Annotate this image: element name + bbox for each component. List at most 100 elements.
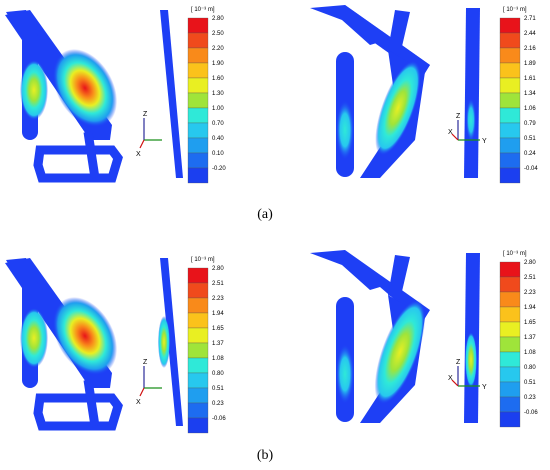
legend-swatch xyxy=(187,137,209,154)
legend-swatch xyxy=(187,17,209,34)
legend-tick-label: 0.51 xyxy=(524,136,536,142)
axis-label-z: Z xyxy=(143,359,148,366)
legend-tick-label: 1.65 xyxy=(212,326,224,332)
legend-swatch xyxy=(499,152,521,169)
legend-swatch xyxy=(187,357,209,374)
legend-tick-label: 1.06 xyxy=(524,106,536,112)
legend-swatch xyxy=(499,351,521,368)
legend-swatch xyxy=(499,396,521,413)
legend-swatch xyxy=(187,107,209,124)
axis-label-x: X xyxy=(136,399,141,406)
legend-swatch xyxy=(499,122,521,139)
color-legend: [ 10⁻³ m] 2.80 2.51 2.23 1.94 1.65 1.37 1.08 0.8… xyxy=(499,251,538,428)
legend-tick-label: 2.51 xyxy=(212,281,224,287)
legend-tick-label: 0.80 xyxy=(524,365,536,371)
axis-triad-a-left: Z X xyxy=(136,111,162,158)
legend-swatch xyxy=(499,291,521,308)
legend-swatch xyxy=(499,411,521,428)
legend-tick-label: 2.80 xyxy=(212,266,224,272)
color-legend: [ 10⁻³ m] 2.71 2.44 2.16 1.89 1.61 1.34 1.06 0.7… xyxy=(499,7,538,184)
axis-triad-a-right: Z X Y xyxy=(448,113,487,145)
caption-a: (a) xyxy=(257,207,273,222)
legend-tick-label: 2.71 xyxy=(524,16,536,22)
legend-tick-label: 0.79 xyxy=(524,121,536,127)
legend-tick-label: 1.94 xyxy=(212,311,224,317)
legend-tick-label: 2.80 xyxy=(524,260,536,266)
legend-swatch xyxy=(187,92,209,109)
axis-label-x: X xyxy=(448,375,453,382)
legend-tick-label: -0.04 xyxy=(524,166,538,172)
legend-tick-label: 0.10 xyxy=(212,151,224,157)
legend-swatch xyxy=(187,32,209,49)
legend-swatch xyxy=(499,167,521,184)
color-legend: [ 10⁻³ m] 2.80 2.50 2.20 1.90 1.60 1.30 1.00 0.7… xyxy=(187,7,226,184)
legend-unit: [ 10⁻³ m] xyxy=(191,7,215,13)
legend-tick-label: 2.50 xyxy=(212,31,224,37)
axis-label-z: Z xyxy=(456,113,461,120)
legend-tick-label: 1.89 xyxy=(524,61,536,67)
legend-swatch xyxy=(187,387,209,404)
legend-swatch xyxy=(499,381,521,398)
legend-tick-label: 2.23 xyxy=(524,290,536,296)
axis-triad-b-right: Z X Y xyxy=(448,359,487,391)
legend-tick-label: 0.51 xyxy=(212,386,224,392)
legend-tick-label: 1.30 xyxy=(212,91,224,97)
legend-tick-label: 1.94 xyxy=(524,305,536,311)
legend-swatch xyxy=(499,107,521,124)
legend-swatch xyxy=(499,321,521,338)
color-legends: [ 10⁻³ m] 2.80 2.50 2.20 1.90 1.60 1.30 1.00 0.7… xyxy=(187,7,538,434)
legend-swatch xyxy=(499,336,521,353)
legend-tick-label: 0.23 xyxy=(524,395,536,401)
legend-swatch xyxy=(499,47,521,64)
legend-tick-label: 1.37 xyxy=(212,341,224,347)
legend-tick-label: 2.51 xyxy=(524,275,536,281)
legend-tick-label: 1.08 xyxy=(524,350,536,356)
legend-swatch xyxy=(187,342,209,359)
legend-swatch xyxy=(187,152,209,169)
panel-a-right-structure xyxy=(310,5,480,178)
legend-tick-label: 1.37 xyxy=(524,335,536,341)
axis-label-x: X xyxy=(136,151,141,158)
legend-swatch xyxy=(187,47,209,64)
legend-swatch xyxy=(499,306,521,323)
legend-tick-label: 2.20 xyxy=(212,46,224,52)
legend-swatch xyxy=(187,122,209,139)
legend-unit: [ 10⁻³ m] xyxy=(503,251,527,257)
legend-tick-label: 0.23 xyxy=(212,401,224,407)
legend-swatch xyxy=(499,92,521,109)
legend-swatch xyxy=(187,62,209,79)
legend-tick-label: 1.00 xyxy=(212,106,224,112)
legend-tick-label: 1.60 xyxy=(212,76,224,82)
axis-label-y: Y xyxy=(482,138,487,145)
legend-tick-label: 1.90 xyxy=(212,61,224,67)
legend-tick-label: -0.06 xyxy=(212,416,226,422)
legend-tick-label: -0.06 xyxy=(524,410,538,416)
legend-tick-label: 0.40 xyxy=(212,136,224,142)
legend-tick-label: 1.08 xyxy=(212,356,224,362)
axis-label-x: X xyxy=(448,129,453,136)
legend-unit: [ 10⁻³ m] xyxy=(191,257,215,263)
legend-swatch xyxy=(187,267,209,284)
legend-tick-label: 0.80 xyxy=(212,371,224,377)
legend-swatch xyxy=(187,297,209,314)
legend-swatch xyxy=(187,312,209,329)
caption-b: (b) xyxy=(256,448,274,463)
legend-swatch xyxy=(499,366,521,383)
legend-tick-label: -0.20 xyxy=(212,166,226,172)
legend-swatch xyxy=(187,372,209,389)
legend-tick-label: 2.23 xyxy=(212,296,224,302)
legend-tick-label: 1.65 xyxy=(524,320,536,326)
panel-a-left-structure xyxy=(5,10,183,183)
color-legend: [ 10⁻³ m] 2.80 2.51 2.23 1.94 1.65 1.37 1.08 0.8… xyxy=(187,257,226,434)
legend-tick-label: 2.44 xyxy=(524,31,536,37)
panel-b-left-structure xyxy=(5,258,183,431)
legend-swatch xyxy=(187,402,209,419)
legend-tick-label: 1.34 xyxy=(524,91,536,97)
legend-swatch xyxy=(187,167,209,184)
panel-b-right-structure xyxy=(310,250,480,423)
legend-tick-label: 0.51 xyxy=(524,380,536,386)
axis-triad-b-left: Z X xyxy=(136,359,162,406)
legend-swatch xyxy=(499,261,521,278)
legend-swatch xyxy=(187,417,209,434)
